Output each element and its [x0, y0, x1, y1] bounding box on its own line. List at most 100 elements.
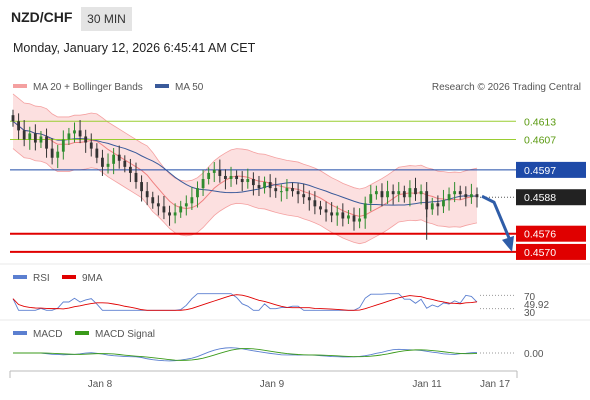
candle-body: [39, 136, 43, 143]
candle-body: [106, 163, 110, 167]
candle-body: [156, 203, 160, 207]
legend-macd-swatch: [13, 331, 27, 335]
rsi-line: [12, 293, 478, 311]
candle-body: [330, 212, 334, 216]
candle-body: [11, 115, 15, 122]
candle-body: [402, 191, 406, 198]
candle-body: [173, 212, 177, 216]
bollinger-band-fill: [13, 93, 477, 244]
candle-body: [190, 197, 194, 204]
legend-rsi-swatch: [13, 275, 27, 279]
legend-ma50-label: MA 50: [175, 82, 204, 93]
candle-body: [313, 200, 317, 207]
candle-body: [145, 191, 149, 198]
legend-bollinger-label: MA 20 + Bollinger Bands: [33, 82, 143, 93]
x-tick-label: Jan 9: [260, 379, 285, 390]
candle-body: [453, 191, 457, 195]
last-price-box: [516, 189, 586, 206]
candle-body: [201, 179, 205, 189]
candle-body: [56, 151, 60, 158]
candle-body: [291, 188, 294, 192]
candle-body: [240, 179, 244, 183]
candle-body: [419, 191, 423, 195]
candle-body: [224, 175, 227, 179]
support-label: 0.4570: [524, 247, 556, 259]
candle-body: [341, 212, 345, 219]
forecast-arrow-head: [502, 235, 514, 252]
candle-body: [347, 215, 350, 219]
candle-body: [73, 130, 76, 134]
candle-body: [117, 154, 121, 161]
candle-body: [386, 191, 389, 198]
legend-rsi-label: RSI: [33, 273, 50, 284]
candle-body: [475, 194, 479, 198]
legend-macd-label: MACD: [33, 329, 62, 340]
candle-body: [319, 206, 322, 210]
rsi-tick-70: 70: [524, 292, 536, 303]
candle-body: [352, 215, 356, 222]
candle-body: [95, 148, 99, 158]
candle-body: [134, 172, 138, 183]
resistance-label: 0.4613: [524, 116, 556, 128]
candle-body: [67, 133, 71, 140]
candle-body: [363, 203, 367, 219]
legend-ma50-swatch: [155, 84, 169, 88]
candle-body: [425, 191, 429, 210]
pivot-label-box: [516, 161, 586, 178]
x-tick-label: Jan 17: [480, 379, 510, 390]
candle-body: [84, 136, 88, 143]
candle-body: [285, 188, 289, 192]
candle-body: [229, 175, 233, 179]
candle-body: [184, 203, 188, 207]
x-tick-label: Jan 8: [88, 379, 113, 390]
legend-bollinger-swatch: [13, 84, 27, 88]
resistance-label: 0.4607: [524, 135, 556, 147]
candle-body: [33, 133, 37, 143]
support-label: 0.4576: [524, 229, 556, 241]
candle-body: [279, 191, 283, 193]
candle-body: [218, 169, 222, 176]
candle-body: [324, 209, 328, 213]
macd-signal-line: [13, 348, 478, 361]
legend-macd-signal-label: MACD Signal: [95, 329, 155, 340]
x-tick-label: Jan 11: [412, 379, 442, 390]
candle-body: [369, 194, 373, 204]
candle-body: [28, 133, 32, 140]
candle-body: [196, 188, 199, 198]
candle-body: [458, 191, 462, 195]
candle-body: [179, 206, 183, 213]
candle-body: [45, 136, 48, 149]
candle-body: [140, 182, 143, 192]
candle-body: [302, 194, 306, 198]
support-label-box: [516, 225, 586, 242]
chart-datetime: Monday, January 12, 2026 6:45:41 AM CET: [13, 41, 256, 55]
macd-last-value: 0.00: [524, 349, 544, 360]
candle-body: [296, 191, 300, 195]
ma20-line: [12, 120, 478, 217]
last-price-label: 0.4588: [524, 192, 556, 204]
candle-body: [335, 212, 339, 216]
candle-body: [464, 194, 468, 198]
macd-panel: [13, 347, 516, 362]
instrument-title: NZD/CHF: [11, 9, 73, 25]
candle-body: [268, 182, 272, 189]
candle-body: [414, 188, 417, 195]
candle-body: [235, 175, 239, 179]
watermark: Research © 2026 Trading Central: [432, 82, 581, 93]
timeframe-button[interactable]: 30 MIN: [81, 7, 132, 31]
candle-body: [22, 130, 26, 140]
candle-body: [374, 191, 378, 195]
forecast-arrow-shaft: [481, 194, 511, 239]
candle-body: [257, 185, 261, 189]
rsi-ma-line: [12, 294, 478, 311]
candle-body: [50, 148, 54, 158]
candle-body: [442, 200, 445, 207]
candle-body: [408, 188, 412, 198]
candle-body: [89, 142, 93, 149]
candle-body: [436, 203, 440, 207]
candle-body: [101, 157, 104, 167]
macd-line: [13, 347, 478, 362]
candle-body: [430, 203, 434, 210]
candle-body: [380, 191, 384, 198]
candle-body: [17, 121, 20, 131]
